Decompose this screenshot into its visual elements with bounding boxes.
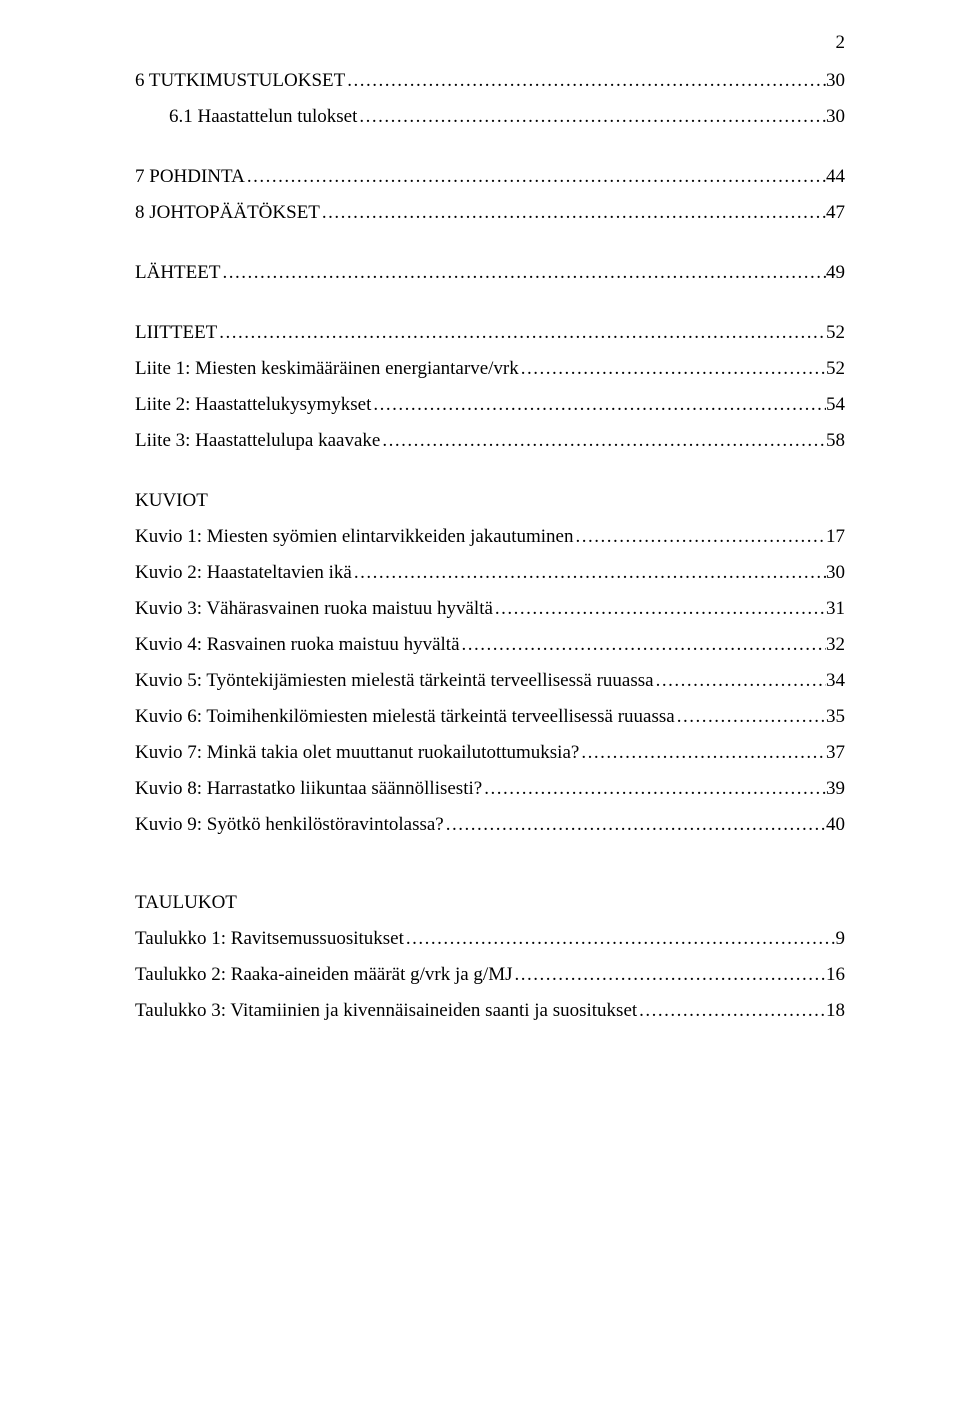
toc-label: LÄHTEET <box>135 262 220 284</box>
toc-label: Taulukko 2: Raaka-aineiden määrät g/vrk … <box>135 964 513 986</box>
toc-label: Kuvio 9: Syötkö henkilöstöravintolassa? <box>135 814 444 836</box>
toc-line: LÄHTEET 49 <box>135 262 845 284</box>
leader-dots <box>245 166 826 188</box>
leader-dots <box>357 106 826 128</box>
leader-dots <box>345 70 826 92</box>
toc-label: 6 TUTKIMUSTULOKSET <box>135 70 345 92</box>
kuviot-heading: KUVIOT <box>135 490 845 512</box>
leader-dots <box>404 928 836 950</box>
toc-page: 30 <box>826 106 845 128</box>
toc-label: Kuvio 8: Harrastatko liikuntaa säännölli… <box>135 778 482 800</box>
toc-label: 8 JOHTOPÄÄTÖKSET <box>135 202 320 224</box>
toc-line: Kuvio 8: Harrastatko liikuntaa säännölli… <box>135 778 845 800</box>
toc-line: 7 POHDINTA 44 <box>135 166 845 188</box>
toc-page: 49 <box>826 262 845 284</box>
document-page: 2 6 TUTKIMUSTULOKSET 30 6.1 Haastattelun… <box>0 0 960 1401</box>
toc-page: 52 <box>826 358 845 380</box>
toc-line: Kuvio 3: Vähärasvainen ruoka maistuu hyv… <box>135 598 845 620</box>
toc-line: Kuvio 5: Työntekijämiesten mielestä tärk… <box>135 670 845 692</box>
toc-label: Kuvio 1: Miesten syömien elintarvikkeide… <box>135 526 574 548</box>
toc-line: Taulukko 3: Vitamiinien ja kivennäisaine… <box>135 1000 845 1022</box>
toc-line: Kuvio 9: Syötkö henkilöstöravintolassa? … <box>135 814 845 836</box>
toc-line: Liite 3: Haastattelulupa kaavake 58 <box>135 430 845 452</box>
leader-dots <box>320 202 826 224</box>
toc-line: Kuvio 7: Minkä takia olet muuttanut ruok… <box>135 742 845 764</box>
toc-page: 37 <box>826 742 845 764</box>
toc-page: 39 <box>826 778 845 800</box>
toc-line: LIITTEET 52 <box>135 322 845 344</box>
toc-label: Kuvio 7: Minkä takia olet muuttanut ruok… <box>135 742 579 764</box>
page-number: 2 <box>836 32 846 54</box>
toc-page: 47 <box>826 202 845 224</box>
toc-page: 32 <box>826 634 845 656</box>
toc-page: 16 <box>826 964 845 986</box>
toc-label: 7 POHDINTA <box>135 166 245 188</box>
toc-label: Kuvio 6: Toimihenkilömiesten mielestä tä… <box>135 706 675 728</box>
toc-line: Kuvio 2: Haastateltavien ikä 30 <box>135 562 845 584</box>
leader-dots <box>579 742 826 764</box>
toc-line: Liite 2: Haastattelukysymykset 54 <box>135 394 845 416</box>
leader-dots <box>654 670 826 692</box>
toc-line: 6.1 Haastattelun tulokset 30 <box>135 106 845 128</box>
toc-line: Kuvio 6: Toimihenkilömiesten mielestä tä… <box>135 706 845 728</box>
toc-label: Taulukko 3: Vitamiinien ja kivennäisaine… <box>135 1000 637 1022</box>
leader-dots <box>380 430 826 452</box>
leader-dots <box>493 598 826 620</box>
leader-dots <box>460 634 826 656</box>
toc-label: 6.1 Haastattelun tulokset <box>169 106 357 128</box>
toc-line: Liite 1: Miesten keskimääräinen energian… <box>135 358 845 380</box>
leader-dots <box>513 964 827 986</box>
toc-page: 34 <box>826 670 845 692</box>
leader-dots <box>352 562 826 584</box>
toc-line: 6 TUTKIMUSTULOKSET 30 <box>135 70 845 92</box>
toc-page: 30 <box>826 70 845 92</box>
toc-page: 31 <box>826 598 845 620</box>
leader-dots <box>220 262 826 284</box>
toc-label: Taulukko 1: Ravitsemussuositukset <box>135 928 404 950</box>
leader-dots <box>519 358 826 380</box>
taulukot-heading: TAULUKOT <box>135 892 845 914</box>
toc-label: Liite 2: Haastattelukysymykset <box>135 394 371 416</box>
toc-page: 30 <box>826 562 845 584</box>
toc-label: LIITTEET <box>135 322 217 344</box>
leader-dots <box>675 706 826 728</box>
leader-dots <box>371 394 826 416</box>
toc-label: Kuvio 5: Työntekijämiesten mielestä tärk… <box>135 670 654 692</box>
leader-dots <box>574 526 827 548</box>
toc-label: Kuvio 2: Haastateltavien ikä <box>135 562 352 584</box>
toc-line: Taulukko 2: Raaka-aineiden määrät g/vrk … <box>135 964 845 986</box>
toc-page: 58 <box>826 430 845 452</box>
toc-page: 44 <box>826 166 845 188</box>
toc-label: Kuvio 3: Vähärasvainen ruoka maistuu hyv… <box>135 598 493 620</box>
toc-line: Taulukko 1: Ravitsemussuositukset 9 <box>135 928 845 950</box>
toc-label: Liite 1: Miesten keskimääräinen energian… <box>135 358 519 380</box>
toc-line: Kuvio 1: Miesten syömien elintarvikkeide… <box>135 526 845 548</box>
toc-page: 17 <box>826 526 845 548</box>
leader-dots <box>637 1000 826 1022</box>
toc-page: 9 <box>836 928 846 950</box>
toc-page: 54 <box>826 394 845 416</box>
toc-line: Kuvio 4: Rasvainen ruoka maistuu hyvältä… <box>135 634 845 656</box>
toc-label: Kuvio 4: Rasvainen ruoka maistuu hyvältä <box>135 634 460 656</box>
toc-line: 8 JOHTOPÄÄTÖKSET 47 <box>135 202 845 224</box>
toc-page: 40 <box>826 814 845 836</box>
leader-dots <box>217 322 826 344</box>
toc-page: 52 <box>826 322 845 344</box>
leader-dots <box>444 814 826 836</box>
leader-dots <box>482 778 826 800</box>
toc-page: 35 <box>826 706 845 728</box>
toc-label: Liite 3: Haastattelulupa kaavake <box>135 430 380 452</box>
toc-page: 18 <box>826 1000 845 1022</box>
